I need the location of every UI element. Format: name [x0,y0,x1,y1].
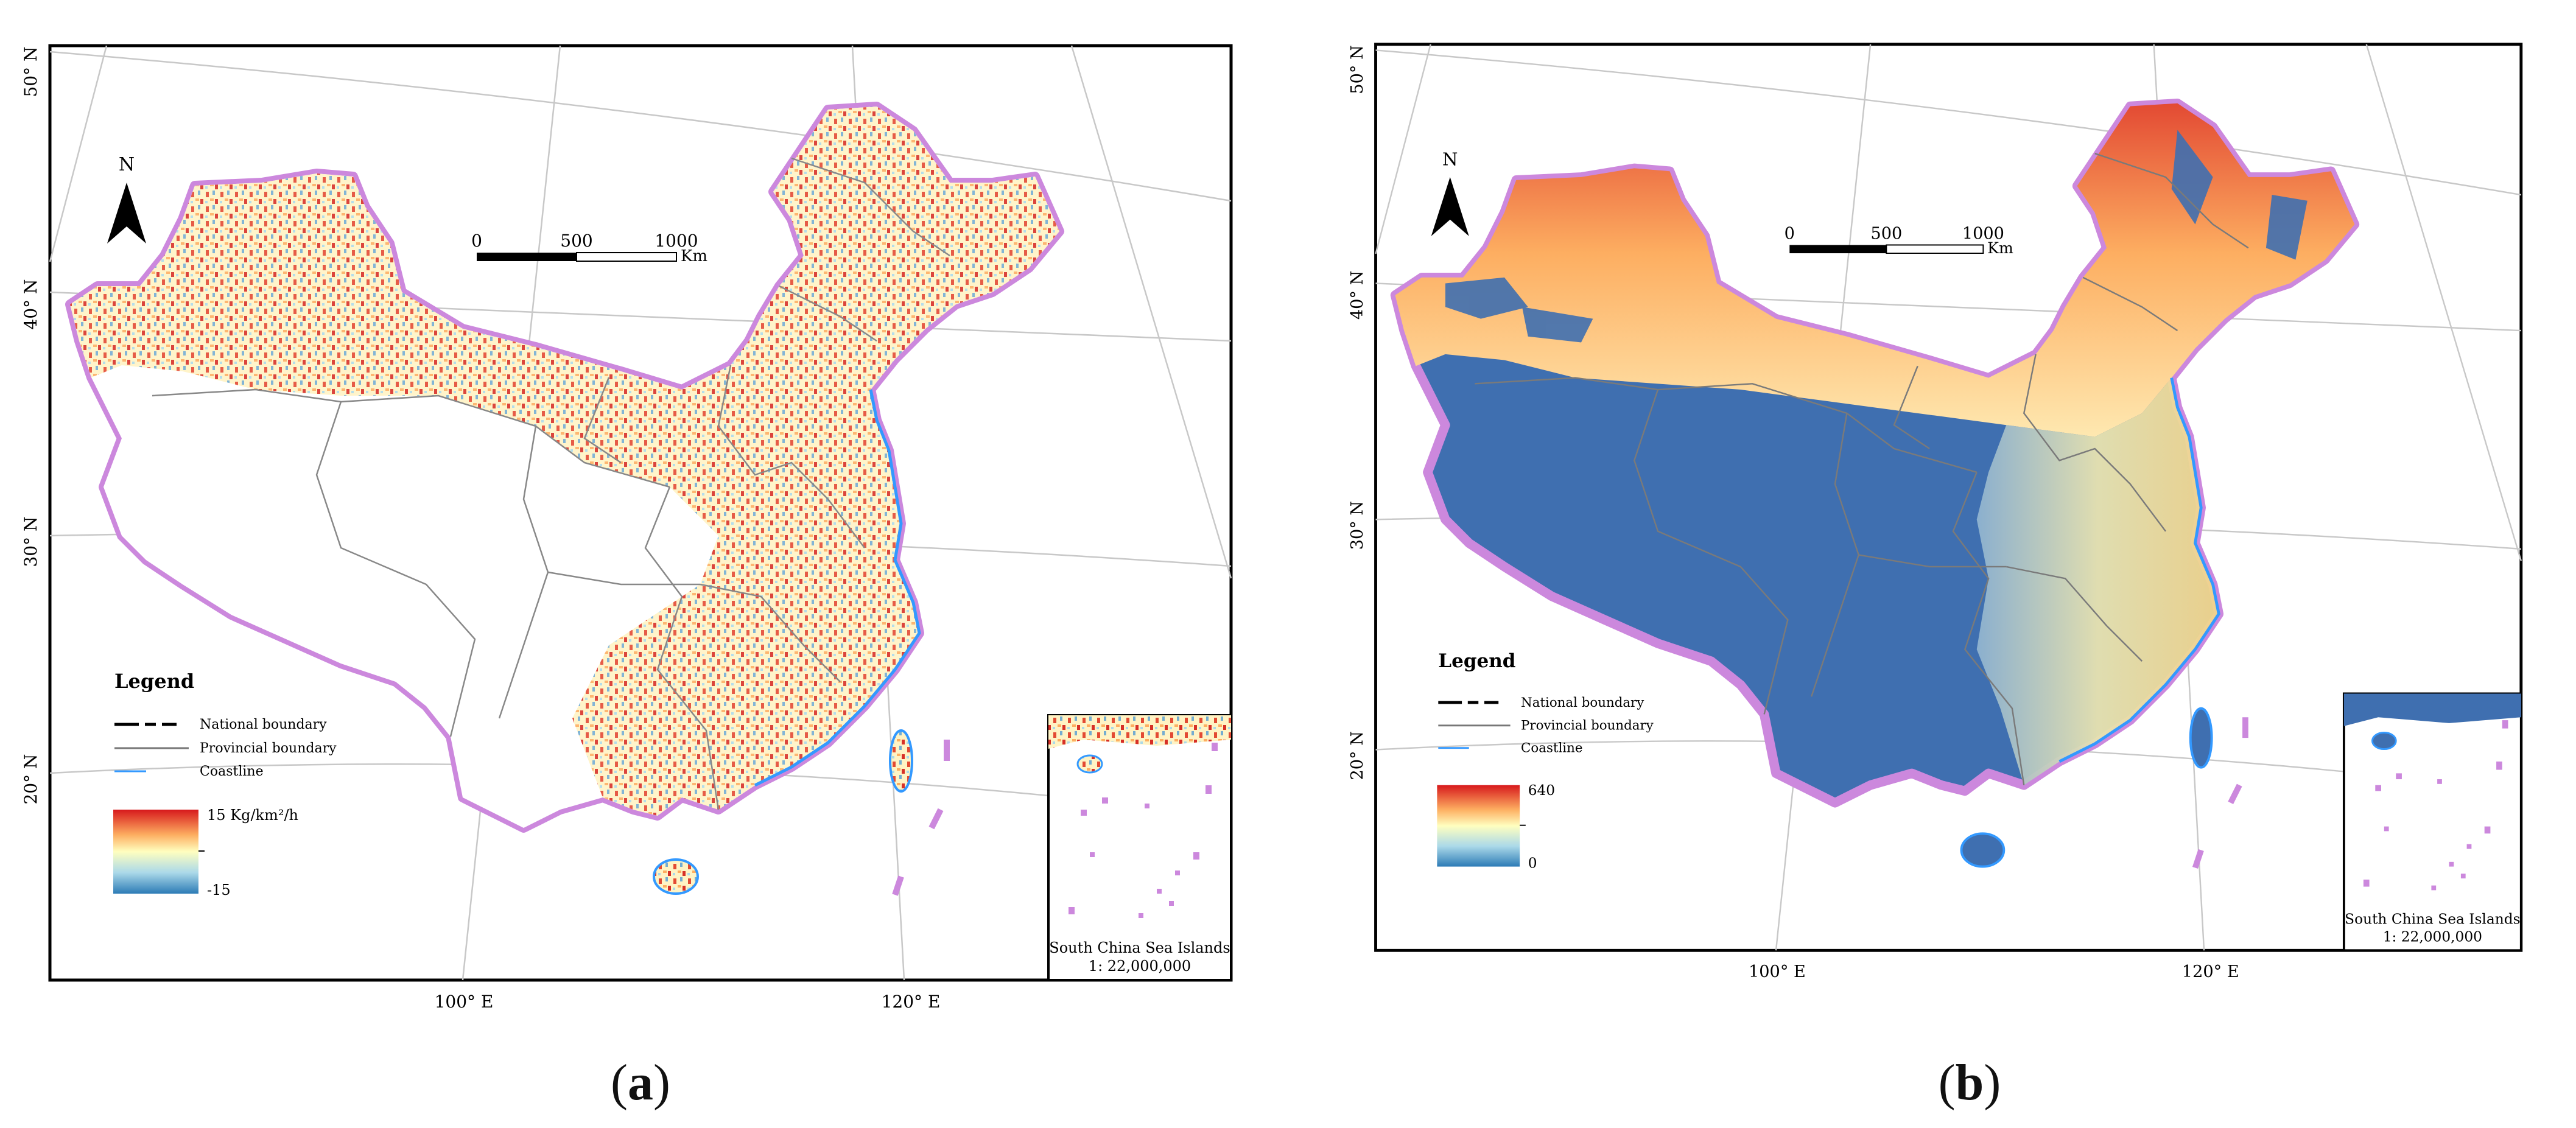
lat-label-20: 20° N [21,754,41,804]
change-raster [70,107,1059,816]
china-map-a [65,102,1064,896]
caption-letter: a [628,1054,653,1111]
lon-label-100: 100° E [435,992,494,1012]
north-label: N [1442,149,1458,170]
magnitude-east-band [1976,377,2219,785]
north-arrow: N [1431,149,1469,236]
legend-title: Legend [114,670,194,693]
scale-tick-500: 500 [1870,225,1902,243]
taiwan-island [2189,707,2213,769]
scale-tick-0: 0 [1785,225,1795,243]
panel-caption-b: (b) [1938,1054,2001,1111]
scale-tick-1000: 1000 [655,231,698,251]
legend-provincial-boundary: Provincial boundary [1521,718,1654,734]
inset-map: South China Sea Islands 1: 22,000,000 [2342,692,2522,952]
inset-scale: 1: 22,000,000 [1089,958,1191,975]
inset-map: South China Sea Islands 1: 22,000,000 [1047,714,1232,981]
map-panel-a: N 0 500 1000 Km Legend National boundary… [0,0,1288,1126]
inset-title: South China Sea Islands [2345,911,2520,928]
north-arrow: N [107,154,146,243]
caption-letter: b [1955,1054,1984,1111]
lat-label-40: 40° N [1348,271,1367,320]
legend-provincial-boundary: Provincial boundary [200,741,337,756]
magnitude-north-band [1395,103,2355,437]
colorbar-max-label: 640 [1528,782,1555,799]
colorbar [1437,785,1520,867]
lon-label-120: 120° E [882,992,941,1012]
panel-caption-a: (a) [611,1054,670,1111]
lat-label-50: 50° N [21,46,41,97]
scale-tick-0: 0 [471,231,482,251]
colorbar-min-label: -15 [207,881,231,899]
coastline [754,389,921,787]
scale-tick-1000: 1000 [1962,225,2004,243]
longitude-labels: 100° E 120° E [435,992,941,1012]
lat-label-50: 50° N [1348,45,1367,94]
legend-coastline: Coastline [1521,740,1582,755]
legend-national-boundary: National boundary [200,717,327,732]
lon-label-100: 100° E [1749,962,1806,981]
legend-national-boundary: National boundary [1521,695,1644,710]
lat-label-30: 30° N [21,516,41,567]
inset-scale: 1: 22,000,000 [2383,929,2482,945]
taiwan-island [889,729,913,793]
scale-unit: Km [1987,239,2013,257]
lat-label-20: 20° N [1348,731,1367,780]
legend-title: Legend [1438,650,1515,672]
scale-bar: 0 500 1000 Km [1785,225,2013,257]
provincial-boundaries [152,157,950,810]
legend-coastline: Coastline [200,764,264,779]
lat-label-40: 40° N [21,279,41,329]
lon-label-120: 120° E [2182,962,2239,981]
map-figure-b: N 0 500 1000 Km Legend National boundary… [1348,43,2523,981]
longitude-labels: 100° E 120° E [1749,962,2239,981]
lat-label-30: 30° N [1348,501,1367,550]
north-label: N [119,154,135,175]
coastline [2058,377,2220,763]
colorbar-min-label: 0 [1528,855,1537,872]
latitude-labels: 50° N 40° N 30° N 20° N [1348,45,1367,780]
scale-unit: Km [681,247,707,265]
scale-bar: 0 500 1000 Km [471,231,707,265]
hainan-island [653,858,699,895]
hainan-island [1960,832,2006,868]
colorbar [113,810,198,894]
provincial-boundaries [1475,152,2249,785]
inset-title: South China Sea Islands [1049,939,1230,956]
china-map-b [1390,98,2360,869]
scale-tick-500: 500 [560,231,592,251]
map-figure-a: N 0 500 1000 Km Legend National boundary… [21,44,1233,1012]
legend: Legend National boundary Provincial boun… [113,670,337,899]
colorbar-max-label: 15 Kg/km²/h [207,807,298,824]
legend: Legend National boundary Provincial boun… [1437,650,1654,872]
map-panel-b: N 0 500 1000 Km Legend National boundary… [1327,0,2576,1126]
latitude-labels: 50° N 40° N 30° N 20° N [21,46,41,804]
